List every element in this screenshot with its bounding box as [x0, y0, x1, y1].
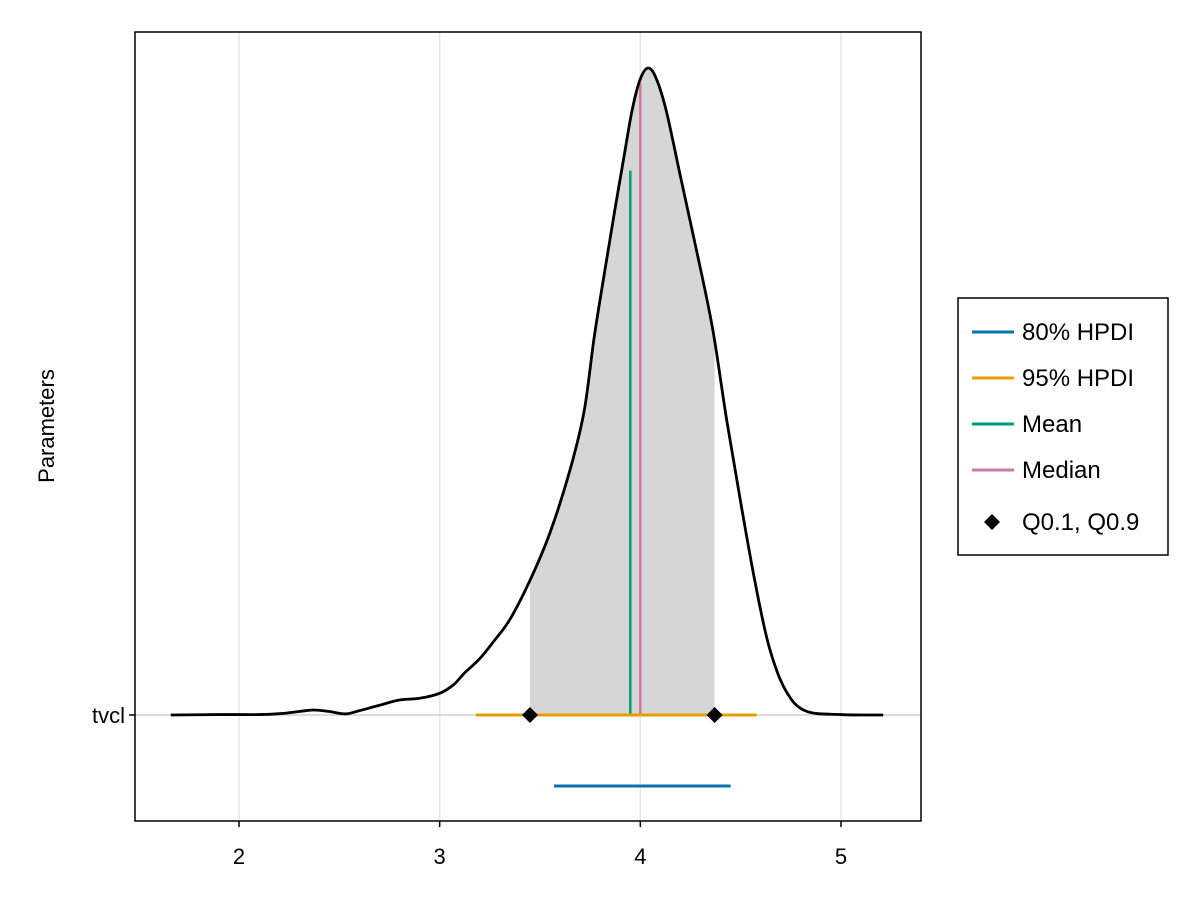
plot-frame — [134, 31, 922, 822]
y-tick-label: tvcl — [92, 703, 125, 728]
plot-data — [170, 66, 884, 788]
quantile-marker — [706, 707, 723, 723]
x-axis: 2 3 4 5 — [233, 821, 847, 869]
density-curve — [170, 66, 884, 717]
x-tick-label: 4 — [634, 844, 646, 869]
legend-label: Mean — [1022, 411, 1082, 438]
legend-label: 80% HPDI — [1022, 319, 1134, 346]
legend-label: Median — [1022, 457, 1101, 484]
x-tick-label: 3 — [434, 844, 446, 869]
plot-background — [135, 32, 921, 821]
y-axis-label: Parameters — [34, 369, 59, 483]
x-tick-label: 2 — [233, 844, 245, 869]
legend-box — [957, 297, 1169, 556]
legend-label: 95% HPDI — [1022, 365, 1134, 392]
legend-label: Q0.1, Q0.9 — [1022, 509, 1139, 536]
quantile-marker — [521, 707, 538, 723]
x-tick-label: 5 — [835, 844, 847, 869]
legend-swatch-diamond — [984, 514, 1000, 530]
quantile-shaded-area — [529, 69, 715, 716]
legend: 80% HPDI 95% HPDI Mean Median Q0.1, Q0.9 — [957, 297, 1169, 556]
y-axis: tvcl — [92, 703, 135, 728]
